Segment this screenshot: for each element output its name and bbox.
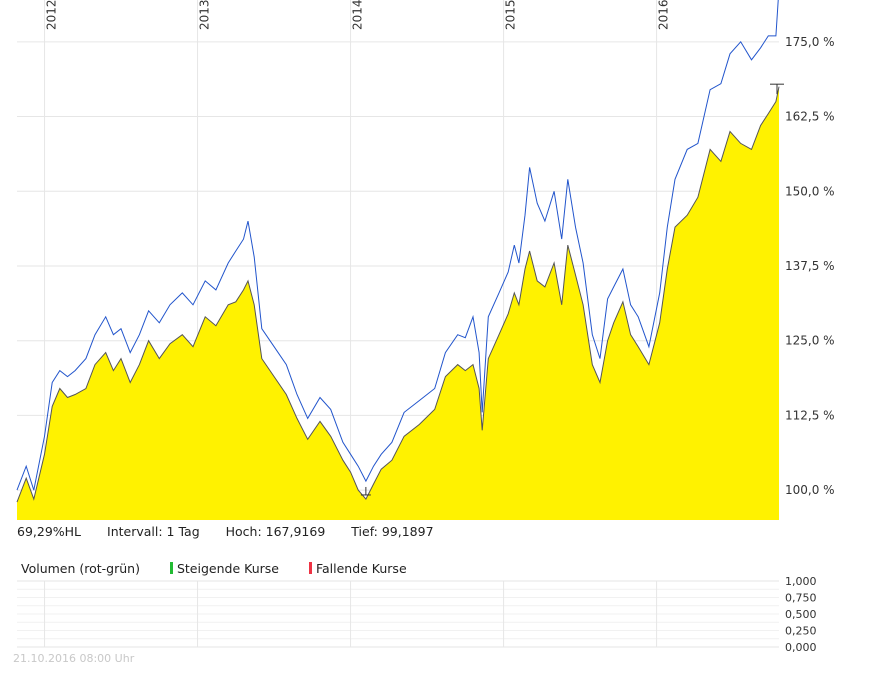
volume-y-tick-label: 0,750 (785, 592, 817, 605)
y-tick-label: 137,5 % (785, 259, 835, 273)
legend-rising: Steigende Kurse (169, 561, 279, 576)
timestamp: 21.10.2016 08:00 Uhr (13, 652, 135, 665)
x-tick-label: 2016 (657, 0, 671, 30)
stat-high: Hoch: 167,9169 (225, 524, 326, 539)
volume-y-tick-label: 0,250 (785, 625, 817, 638)
legend-rising-label: Steigende Kurse (176, 561, 279, 576)
x-tick-label: 2015 (504, 0, 518, 30)
area-series-line (16, 86, 780, 503)
line-series (16, 0, 779, 491)
volume-legend: Volumen (rot-grün) Steigende Kurse Falle… (21, 561, 433, 576)
volume-title: Volumen (rot-grün) (21, 561, 140, 576)
legend-falling-label: Fallende Kurse (315, 561, 407, 576)
volume-y-tick-label: 1,000 (785, 575, 817, 588)
volume-y-tick-label: 0,500 (785, 608, 817, 621)
legend-falling: Fallende Kurse (308, 561, 407, 576)
rising-swatch-icon (169, 562, 173, 574)
x-tick-label: 2013 (198, 0, 212, 30)
stat-interval: Intervall: 1 Tag (107, 524, 200, 539)
x-tick-label: 2012 (45, 0, 59, 30)
y-tick-label: 150,0 % (785, 184, 835, 198)
y-tick-label: 125,0 % (785, 334, 835, 348)
y-tick-label: 112,5 % (785, 408, 835, 422)
falling-swatch-icon (308, 562, 312, 574)
volume-y-tick-label: 0,000 (785, 641, 817, 654)
y-tick-label: 175,0 % (785, 35, 835, 49)
stat-hl: 69,29%HL (17, 524, 82, 539)
stats-bar: 69,29%HL Intervall: 1 Tag Hoch: 167,9169… (17, 524, 456, 539)
y-tick-label: 100,0 % (785, 483, 835, 497)
area-series-fill (17, 86, 779, 520)
stat-low: Tief: 99,1897 (351, 524, 434, 539)
x-tick-label: 2014 (351, 0, 365, 30)
y-tick-label: 162,5 % (785, 110, 835, 124)
